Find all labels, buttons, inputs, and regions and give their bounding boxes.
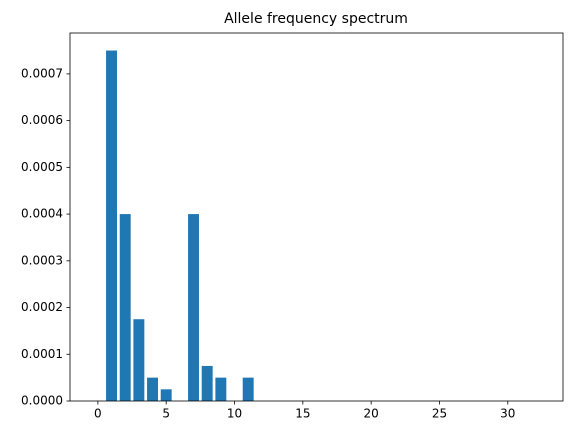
y-tick-label: 0.0006 [21, 113, 63, 127]
y-tick-label: 0.0007 [21, 66, 63, 80]
bar [133, 319, 145, 401]
plot-frame [69, 32, 564, 402]
bar [215, 377, 227, 401]
bar [160, 389, 172, 401]
bar [201, 365, 213, 401]
bar [188, 214, 199, 401]
x-tick-label: 0 [94, 407, 102, 421]
y-tick-label: 0.0001 [21, 347, 63, 361]
x-tick-label: 25 [432, 407, 447, 421]
x-tick-label: 30 [500, 407, 515, 421]
x-tick-label: 20 [364, 407, 379, 421]
bar [147, 377, 158, 401]
y-tick-label: 0.0004 [21, 207, 63, 221]
bar [106, 50, 118, 402]
bar [119, 214, 131, 401]
y-tick-label: 0.0002 [21, 300, 63, 314]
x-tick-label: 15 [295, 407, 310, 421]
x-tick-label: 10 [227, 407, 242, 421]
y-tick-label: 0.0000 [21, 394, 63, 408]
x-tick-label: 5 [162, 407, 170, 421]
chart-title: Allele frequency spectrum [224, 11, 408, 27]
bar [242, 377, 254, 401]
y-tick-label: 0.0003 [21, 253, 63, 267]
y-tick-label: 0.0005 [21, 160, 63, 174]
